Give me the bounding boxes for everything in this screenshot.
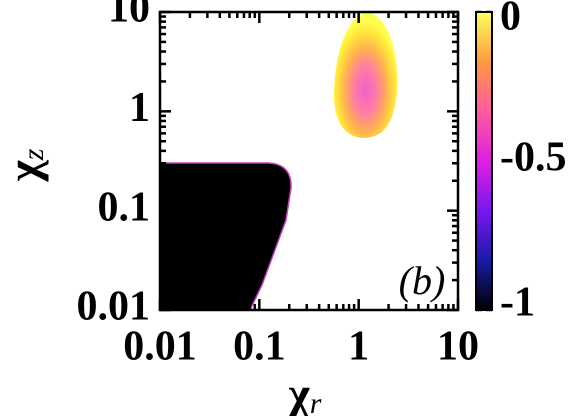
y-tick-label: 0.1 xyxy=(98,184,151,230)
y-tick-label: 1 xyxy=(129,85,150,131)
x-tick-label: 0.01 xyxy=(123,324,197,370)
colorbar xyxy=(475,11,493,311)
annotation: (b) xyxy=(399,258,446,303)
plot-frame xyxy=(158,10,460,312)
high-region xyxy=(334,12,398,138)
colorbar-tick-label: -0.5 xyxy=(500,135,567,181)
y-tick-label: 10 xyxy=(108,0,150,32)
x-tick-label: 10 xyxy=(437,324,479,370)
colorbar-tick-label: -1 xyxy=(500,280,535,326)
low-region xyxy=(159,162,292,311)
x-tick-label: 1 xyxy=(348,324,369,370)
colorbar-tick-label: 0 xyxy=(500,0,521,40)
y-tick-label: 0.01 xyxy=(77,284,151,330)
y-axis-label: χz xyxy=(0,148,50,182)
heatmap-field xyxy=(159,12,398,311)
x-axis-label: χr xyxy=(288,368,322,416)
x-tick-label: 0.1 xyxy=(233,324,286,370)
